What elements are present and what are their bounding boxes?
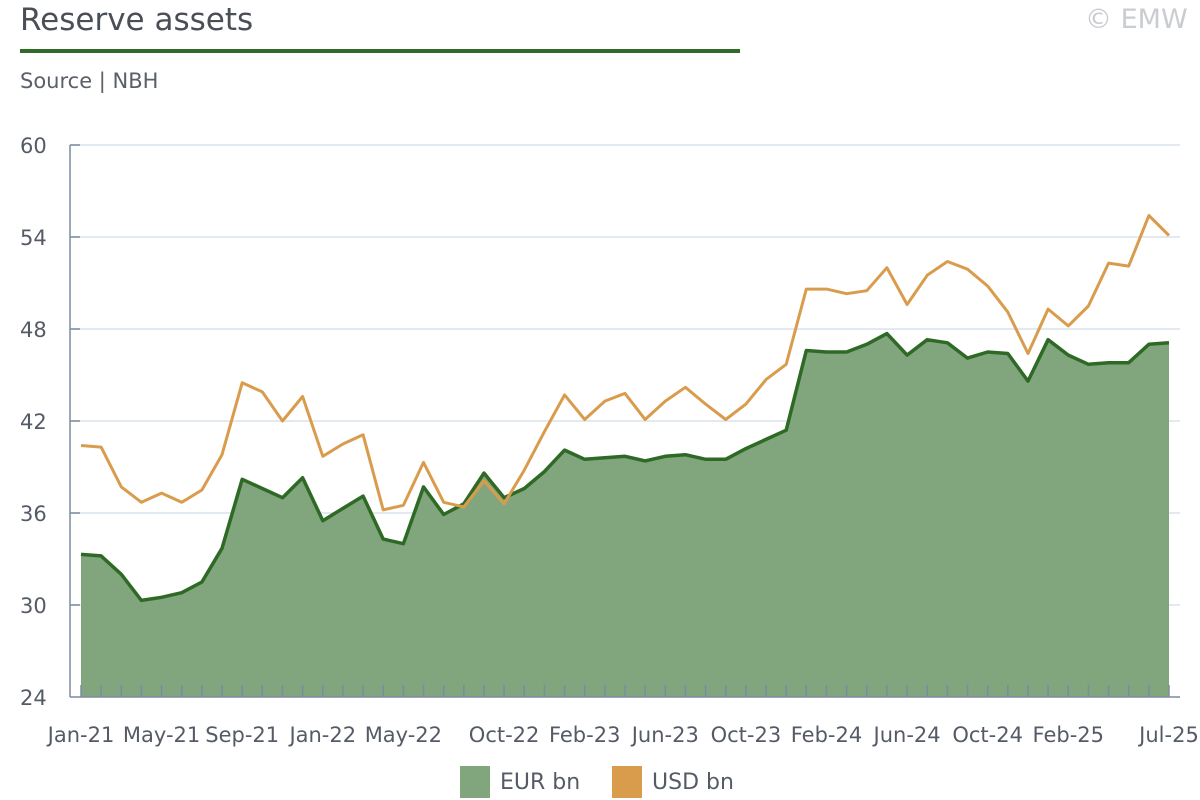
- copyright-label: © EMW: [1085, 4, 1188, 35]
- legend-item-usd: USD bn: [612, 764, 734, 800]
- x-tick-label: Jul-25: [1137, 723, 1199, 747]
- chart-legend: EUR bn USD bn: [0, 764, 1200, 800]
- x-tick-label: May-22: [365, 723, 442, 747]
- x-tick-label: Oct-24: [952, 723, 1023, 747]
- legend-label-usd: USD bn: [652, 769, 734, 795]
- y-tick-label: 30: [20, 594, 47, 618]
- x-tick-label: Jun-23: [630, 723, 699, 747]
- legend-item-eur: EUR bn: [460, 764, 580, 800]
- x-tick-label: Feb-25: [1033, 723, 1104, 747]
- x-tick-label: Oct-23: [711, 723, 782, 747]
- y-tick-label: 24: [20, 686, 47, 710]
- usd-series-line: [80, 214, 1171, 512]
- y-tick-label: 42: [20, 410, 47, 434]
- y-tick-label: 60: [20, 134, 47, 158]
- x-tick-label: May-21: [123, 723, 200, 747]
- y-tick-label: 36: [20, 502, 47, 526]
- legend-label-eur: EUR bn: [500, 769, 581, 795]
- title-underline: [20, 49, 740, 53]
- x-tick-label: Jun-24: [872, 723, 941, 747]
- eur-series-line: [80, 331, 1170, 603]
- page-title: Reserve assets: [20, 2, 254, 38]
- x-tick-label: Feb-23: [549, 723, 620, 747]
- x-tick-label: Oct-22: [469, 723, 540, 747]
- x-tick-label: Jan-21: [46, 723, 115, 747]
- x-tick-label: Jan-22: [287, 723, 356, 747]
- source-label: Source | NBH: [20, 69, 159, 93]
- legend-swatch-usd: [612, 766, 642, 798]
- legend-swatch-eur: [460, 766, 490, 798]
- x-tick-label: Sep-21: [205, 723, 279, 747]
- eur-area-fill: [81, 333, 1169, 697]
- y-tick-label: 48: [20, 318, 47, 342]
- reserve-assets-chart: 24 30 36 42 48 54 60 Jan-21 May-21 Sep-21 Jan-22 Ma…: [20, 134, 1199, 747]
- y-tick-label: 54: [20, 226, 47, 250]
- x-tick-label: Feb-24: [791, 723, 862, 747]
